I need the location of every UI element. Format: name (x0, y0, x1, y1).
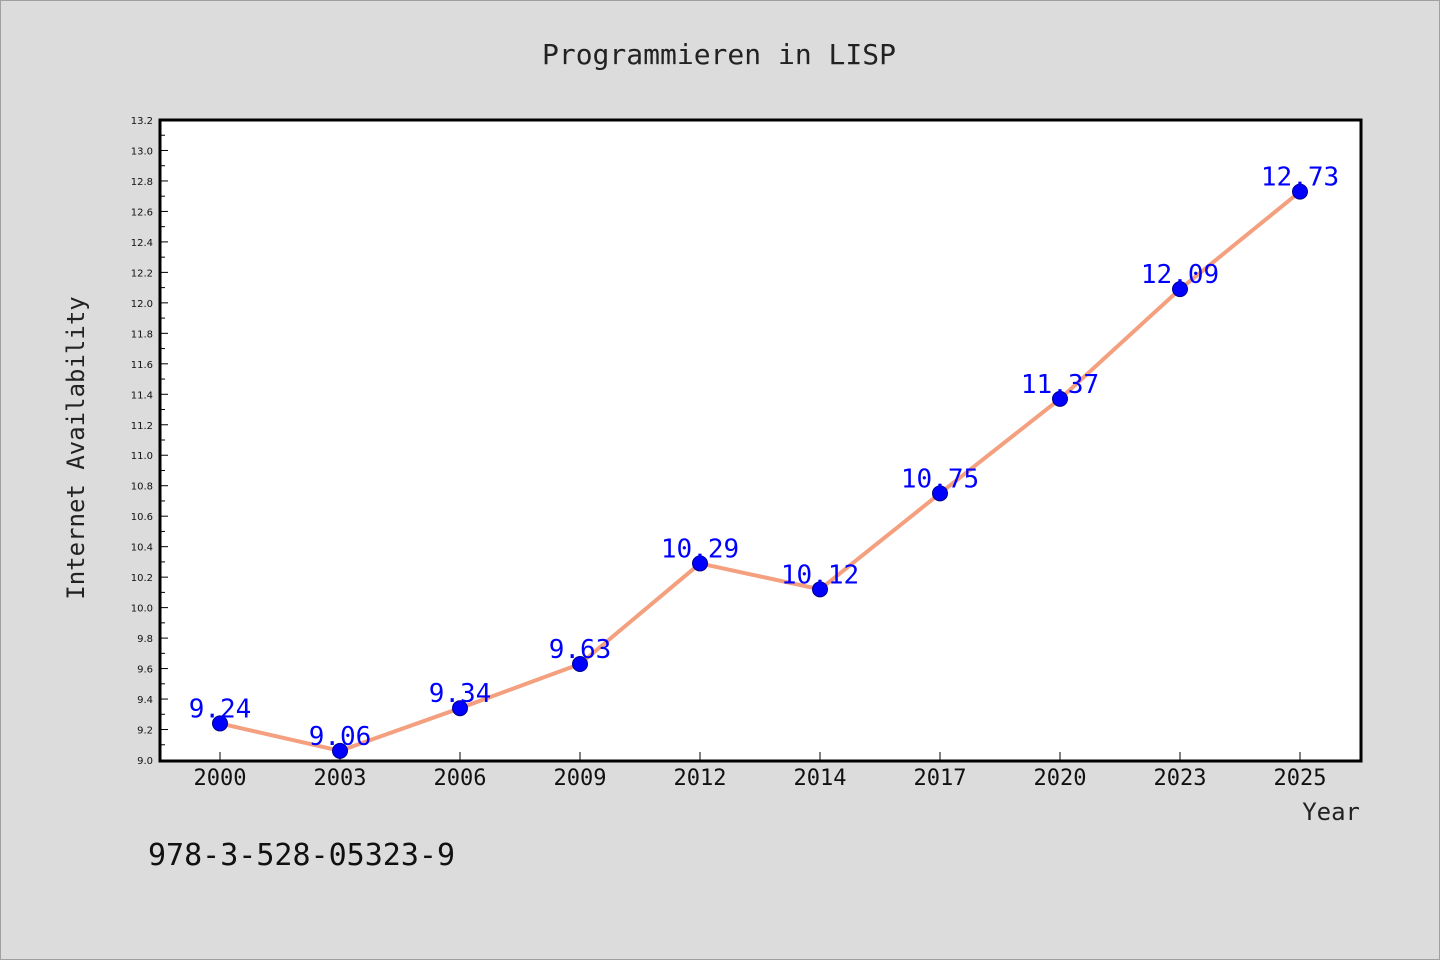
x-tick-label: 2014 (794, 766, 847, 791)
data-label: 11.37 (1021, 370, 1099, 400)
y-tick-label: 12.2 (131, 268, 153, 279)
y-tick-label: 9.8 (137, 634, 153, 645)
data-point (932, 485, 948, 502)
y-tick-label: 12.0 (131, 299, 153, 310)
x-axis: 2000 2003 2006 2009 2012 2014 2017 2020 2023 2025 (194, 752, 1327, 791)
footer-isbn: 978-3-528-05323-9 (148, 838, 455, 873)
y-axis: 9.0 9.2 9.4 9.6 9.8 10.0 10.2 10.4 10.6 10.8 11.0 1… (131, 116, 168, 767)
x-tick-label: 2023 (1154, 766, 1207, 791)
y-tick-label: 11.6 (131, 360, 153, 371)
y-tick-label: 9.2 (137, 726, 153, 737)
y-axis-label: Internet Availability (62, 296, 90, 599)
y-tick-label: 9.6 (137, 665, 153, 676)
data-point (1172, 281, 1188, 298)
data-label: 12.73 (1261, 163, 1339, 193)
data-point (572, 656, 588, 672)
data-label: 10.29 (661, 534, 739, 564)
data-label: 10.12 (781, 560, 859, 590)
data-labels: 9.24 9.06 9.34 9.63 10.29 10.12 10.75 11.37 12.0… (189, 163, 1339, 752)
data-label: 12.09 (1141, 260, 1219, 290)
series-markers (212, 183, 1308, 759)
y-tick-label: 13.0 (131, 146, 153, 157)
chart-title: Programmieren in LISP (542, 38, 896, 71)
y-tick-label: 10.8 (131, 482, 153, 493)
data-label: 9.06 (309, 722, 372, 752)
data-point (812, 581, 828, 598)
y-tick-label: 13.2 (131, 116, 153, 127)
y-tick-label: 11.8 (131, 329, 153, 340)
data-point (692, 555, 708, 572)
x-tick-label: 2006 (434, 766, 487, 791)
y-tick-label: 9.4 (137, 695, 153, 706)
x-tick-label: 2017 (914, 766, 967, 791)
data-label: 10.75 (901, 464, 979, 494)
x-axis-label: Year (1302, 798, 1360, 826)
data-point (1052, 390, 1068, 407)
x-tick-label: 2012 (674, 766, 727, 791)
plot-area (158, 118, 1363, 763)
data-point (1292, 183, 1308, 200)
y-tick-label: 10.2 (131, 573, 153, 584)
y-tick-label: 12.4 (131, 238, 153, 249)
y-tick-label: 10.0 (131, 604, 153, 615)
x-tick-label: 2025 (1274, 766, 1327, 791)
data-label: 9.63 (549, 635, 612, 665)
y-tick-label: 12.8 (131, 177, 153, 188)
y-tick-label: 12.6 (131, 207, 153, 218)
x-tick-label: 2003 (314, 766, 367, 791)
y-tick-label: 11.2 (131, 421, 153, 432)
x-tick-label: 2000 (194, 766, 247, 791)
y-tick-label: 10.6 (131, 512, 153, 523)
data-point (212, 715, 228, 732)
y-tick-label: 10.4 (131, 543, 153, 554)
data-point (452, 700, 468, 717)
y-tick-label: 9.0 (137, 756, 153, 767)
x-tick-label: 2020 (1034, 766, 1087, 791)
y-tick-label: 11.0 (131, 451, 153, 462)
data-label: 9.34 (429, 679, 492, 709)
y-tick-label: 11.4 (131, 390, 153, 401)
series-line (219, 190, 1302, 753)
data-label: 9.24 (189, 694, 252, 724)
data-point (332, 742, 348, 759)
x-tick-label: 2009 (554, 766, 607, 791)
